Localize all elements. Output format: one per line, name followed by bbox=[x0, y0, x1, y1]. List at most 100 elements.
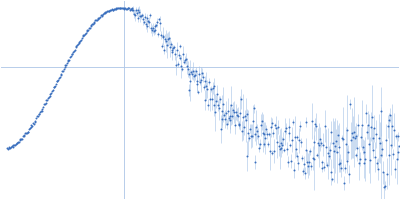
Point bbox=[286, 126, 293, 129]
Point bbox=[19, 137, 25, 140]
Point bbox=[68, 54, 74, 57]
Point bbox=[213, 100, 219, 103]
Point bbox=[345, 151, 352, 154]
Point bbox=[281, 148, 287, 151]
Point bbox=[46, 95, 52, 98]
Point bbox=[72, 46, 79, 49]
Point bbox=[249, 134, 255, 137]
Point bbox=[85, 29, 91, 32]
Point bbox=[34, 115, 40, 118]
Point bbox=[133, 9, 139, 12]
Point bbox=[210, 85, 217, 88]
Point bbox=[315, 142, 321, 145]
Point bbox=[352, 154, 359, 157]
Point bbox=[119, 6, 125, 10]
Point bbox=[246, 136, 252, 139]
Point bbox=[260, 143, 267, 146]
Point bbox=[231, 110, 237, 113]
Point bbox=[219, 117, 226, 120]
Point bbox=[97, 15, 103, 19]
Point bbox=[6, 146, 12, 150]
Point bbox=[150, 26, 156, 30]
Point bbox=[290, 121, 296, 124]
Point bbox=[103, 10, 110, 13]
Point bbox=[230, 109, 236, 112]
Point bbox=[356, 161, 362, 164]
Point bbox=[162, 37, 168, 40]
Point bbox=[340, 137, 346, 140]
Point bbox=[304, 160, 310, 163]
Point bbox=[66, 58, 72, 62]
Point bbox=[266, 133, 272, 136]
Point bbox=[349, 131, 355, 135]
Point bbox=[376, 141, 383, 144]
Point bbox=[336, 146, 343, 149]
Point bbox=[115, 6, 121, 9]
Point bbox=[292, 147, 299, 150]
Point bbox=[108, 8, 115, 11]
Point bbox=[90, 22, 96, 25]
Point bbox=[120, 7, 126, 10]
Point bbox=[327, 131, 334, 134]
Point bbox=[380, 171, 386, 174]
Point bbox=[365, 124, 371, 127]
Point bbox=[194, 80, 201, 83]
Point bbox=[86, 26, 93, 29]
Point bbox=[237, 111, 244, 115]
Point bbox=[60, 67, 67, 70]
Point bbox=[346, 173, 352, 176]
Point bbox=[250, 107, 257, 110]
Point bbox=[207, 98, 213, 101]
Point bbox=[148, 26, 154, 30]
Point bbox=[308, 164, 314, 167]
Point bbox=[42, 101, 49, 105]
Point bbox=[16, 138, 23, 142]
Point bbox=[202, 98, 209, 101]
Point bbox=[179, 68, 186, 71]
Point bbox=[390, 153, 396, 156]
Point bbox=[55, 78, 62, 81]
Point bbox=[305, 164, 311, 167]
Point bbox=[6, 146, 13, 149]
Point bbox=[332, 144, 338, 147]
Point bbox=[45, 97, 51, 100]
Point bbox=[31, 122, 37, 125]
Point bbox=[122, 7, 128, 10]
Point bbox=[318, 142, 324, 145]
Point bbox=[377, 110, 384, 113]
Point bbox=[102, 10, 109, 14]
Point bbox=[110, 8, 116, 12]
Point bbox=[80, 34, 86, 37]
Point bbox=[23, 132, 29, 135]
Point bbox=[206, 80, 212, 83]
Point bbox=[93, 18, 99, 22]
Point bbox=[294, 136, 301, 139]
Point bbox=[50, 88, 56, 91]
Point bbox=[76, 40, 83, 43]
Point bbox=[40, 105, 46, 108]
Point bbox=[101, 12, 107, 15]
Point bbox=[134, 17, 141, 20]
Point bbox=[394, 151, 400, 154]
Point bbox=[24, 130, 31, 133]
Point bbox=[64, 60, 71, 63]
Point bbox=[86, 26, 92, 30]
Point bbox=[128, 8, 135, 11]
Point bbox=[270, 131, 276, 135]
Point bbox=[157, 22, 163, 25]
Point bbox=[28, 126, 34, 129]
Point bbox=[135, 8, 142, 11]
Point bbox=[387, 114, 394, 117]
Point bbox=[228, 104, 234, 107]
Point bbox=[362, 157, 368, 160]
Point bbox=[225, 110, 231, 113]
Point bbox=[295, 162, 302, 165]
Point bbox=[190, 69, 196, 72]
Point bbox=[226, 115, 233, 118]
Point bbox=[319, 166, 326, 169]
Point bbox=[184, 67, 191, 70]
Point bbox=[124, 7, 130, 10]
Point bbox=[396, 144, 400, 148]
Point bbox=[132, 13, 138, 17]
Point bbox=[95, 16, 102, 20]
